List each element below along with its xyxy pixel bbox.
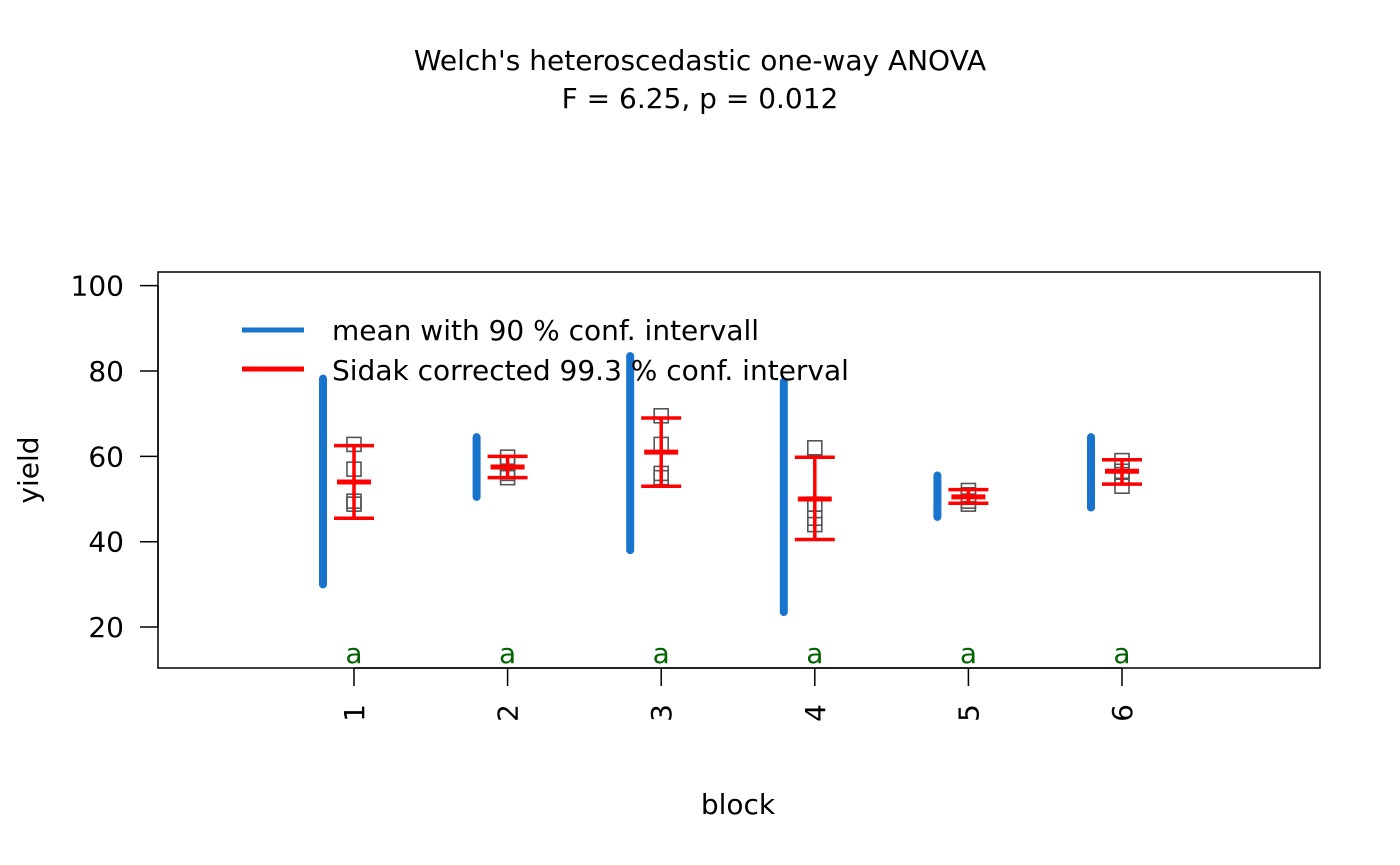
group-letter: a [960, 637, 977, 670]
group-2: a [472, 433, 528, 670]
group-5: a [933, 471, 989, 670]
x-tick-label: 4 [799, 704, 832, 722]
chart-subtitle: F = 6.25, p = 0.012 [562, 82, 839, 115]
x-tick-label: 1 [338, 704, 371, 722]
y-tick-label: 60 [88, 440, 124, 473]
group-4: a [779, 377, 835, 670]
x-tick-label: 2 [492, 704, 525, 722]
group-letter: a [1113, 637, 1130, 670]
x-tick-label: 3 [645, 704, 678, 722]
x-axis-label: block [701, 788, 776, 821]
group-letter: a [345, 637, 362, 670]
x-axis: 1 2 3 4 5 6 [338, 667, 1139, 722]
y-axis: 20 40 60 80 100 [71, 270, 159, 644]
y-tick-label: 40 [88, 526, 124, 559]
y-tick-label: 20 [88, 611, 124, 644]
data-point [806, 440, 823, 456]
y-tick-label: 100 [71, 270, 124, 303]
group-6: a [1087, 433, 1142, 670]
chart-title: Welch's heteroscedastic one-way ANOVA [414, 44, 986, 77]
legend: mean with 90 % conf. intervall Sidak cor… [242, 314, 849, 387]
y-tick-label: 80 [88, 355, 124, 388]
group-letter: a [499, 637, 516, 670]
group-letter: a [806, 637, 823, 670]
group-letter: a [653, 637, 670, 670]
group-3: a [626, 352, 682, 670]
legend-label-sidak: Sidak corrected 99.3 % conf. interval [332, 354, 849, 387]
legend-label-ci90: mean with 90 % conf. intervall [332, 314, 759, 347]
x-tick-label: 6 [1106, 704, 1139, 722]
group-1: a [319, 374, 374, 670]
x-tick-label: 5 [952, 704, 985, 722]
y-axis-label: yield [12, 436, 45, 503]
